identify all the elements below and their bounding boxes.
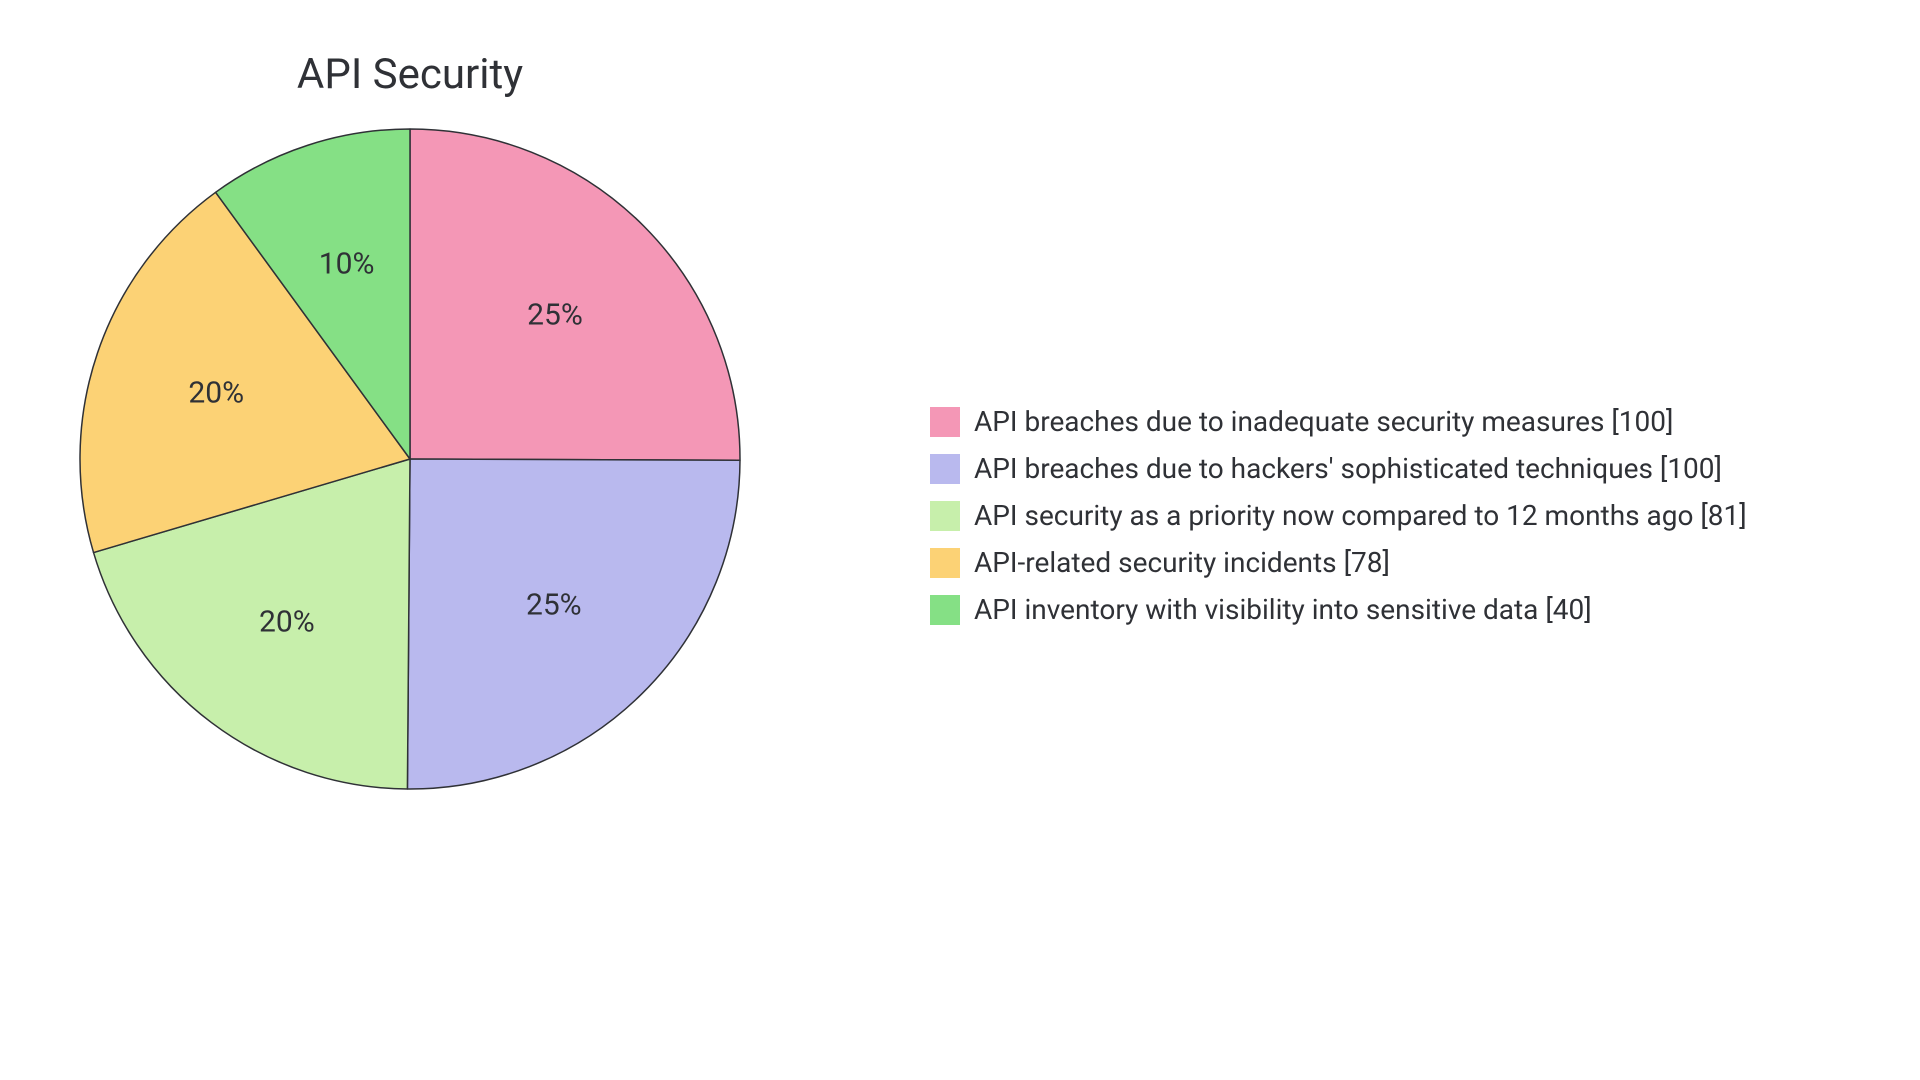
legend-swatch	[930, 501, 960, 531]
legend-swatch	[930, 407, 960, 437]
legend-item: API security as a priority now compared …	[930, 499, 1747, 532]
chart-legend: API breaches due to inadequate security …	[930, 405, 1747, 640]
pie-chart-container: API Security 25% 25% 20% 20% 10%	[60, 50, 760, 809]
legend-label: API security as a priority now compared …	[974, 499, 1747, 532]
slice-percent-label: 10%	[319, 247, 375, 282]
pie-slice	[407, 459, 740, 789]
legend-label: API breaches due to inadequate security …	[974, 405, 1673, 438]
legend-label: API-related security incidents [78]	[974, 546, 1390, 579]
legend-swatch	[930, 595, 960, 625]
legend-swatch	[930, 548, 960, 578]
chart-title: API Security	[60, 50, 760, 99]
legend-label: API inventory with visibility into sensi…	[974, 593, 1592, 626]
slice-percent-label: 25%	[527, 297, 583, 332]
legend-item: API-related security incidents [78]	[930, 546, 1747, 579]
legend-item: API breaches due to hackers' sophisticat…	[930, 452, 1747, 485]
pie-chart: 25% 25% 20% 20% 10%	[60, 109, 760, 809]
legend-swatch	[930, 454, 960, 484]
pie-slice	[410, 129, 740, 460]
slice-percent-label: 25%	[526, 587, 582, 622]
legend-label: API breaches due to hackers' sophisticat…	[974, 452, 1722, 485]
legend-item: API inventory with visibility into sensi…	[930, 593, 1747, 626]
slice-percent-label: 20%	[188, 376, 244, 411]
legend-item: API breaches due to inadequate security …	[930, 405, 1747, 438]
slice-percent-label: 20%	[259, 605, 315, 640]
